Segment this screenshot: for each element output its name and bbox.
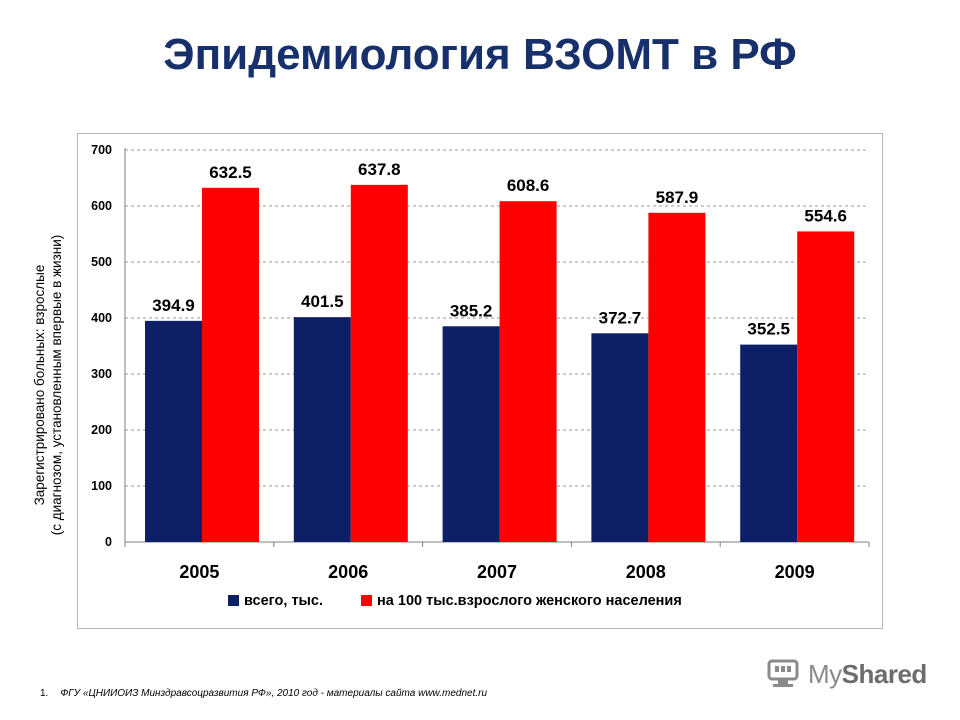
watermark-text: MyShared	[808, 658, 927, 689]
x-tick-label: 2008	[626, 562, 666, 582]
data-label: 394.9	[152, 296, 195, 315]
data-label: 554.6	[804, 206, 847, 225]
x-tick-label: 2009	[775, 562, 815, 582]
data-label: 608.6	[507, 176, 550, 195]
bar-2005-series-2	[202, 187, 259, 543]
slide-title: Эпидемиология ВЗОМТ в РФ	[163, 30, 797, 79]
bar-2008-series-2	[648, 212, 706, 542]
x-tick-label: 2006	[328, 562, 368, 582]
data-label: 352.5	[747, 320, 790, 339]
x-tick-label: 2005	[179, 562, 219, 582]
footnote: 1. ФГУ «ЦНИИОИЗ Минздравсоцразвития РФ», …	[40, 688, 487, 699]
y-tick-label: 600	[91, 199, 112, 213]
y-tick-label: 300	[91, 367, 112, 381]
y-tick-label: 100	[91, 479, 112, 493]
mac-monitor-icon	[767, 659, 799, 687]
footnote-number: 1.	[40, 688, 49, 699]
bar-2009-series-1	[740, 344, 798, 542]
footnote-text: ФГУ «ЦНИИОИЗ Минздравсоцразвития РФ», 20…	[60, 688, 488, 699]
bar-2007-series-1	[442, 326, 500, 542]
legend-swatch-2	[361, 595, 373, 606]
legend-swatch-1	[228, 595, 239, 606]
y-tick-label: 400	[91, 311, 112, 325]
bar-2005-series-1	[145, 320, 202, 542]
data-label: 372.7	[599, 308, 642, 327]
x-tick-label: 2007	[477, 562, 517, 582]
y-tick-label: 200	[91, 423, 112, 437]
bar-2006-series-2	[350, 184, 408, 542]
y-tick-label: 0	[105, 535, 112, 549]
bar-2007-series-2	[499, 201, 557, 542]
bar-2008-series-1	[591, 333, 649, 542]
y-tick-label: 500	[91, 255, 112, 269]
watermark: MyShared	[766, 656, 927, 692]
bar-2009-series-2	[797, 231, 855, 542]
legend-label-1: всего, тыс.	[244, 593, 323, 609]
data-label: 385.2	[450, 301, 493, 320]
data-label: 401.5	[301, 292, 344, 311]
data-label: 587.9	[656, 188, 699, 207]
y-tick-label: 700	[91, 143, 112, 157]
bar-2006-series-1	[293, 317, 351, 542]
legend-label-2: на 100 тыс.взрослого женского населения	[377, 593, 682, 609]
data-label: 637.8	[358, 160, 401, 179]
data-label: 632.5	[209, 163, 252, 182]
